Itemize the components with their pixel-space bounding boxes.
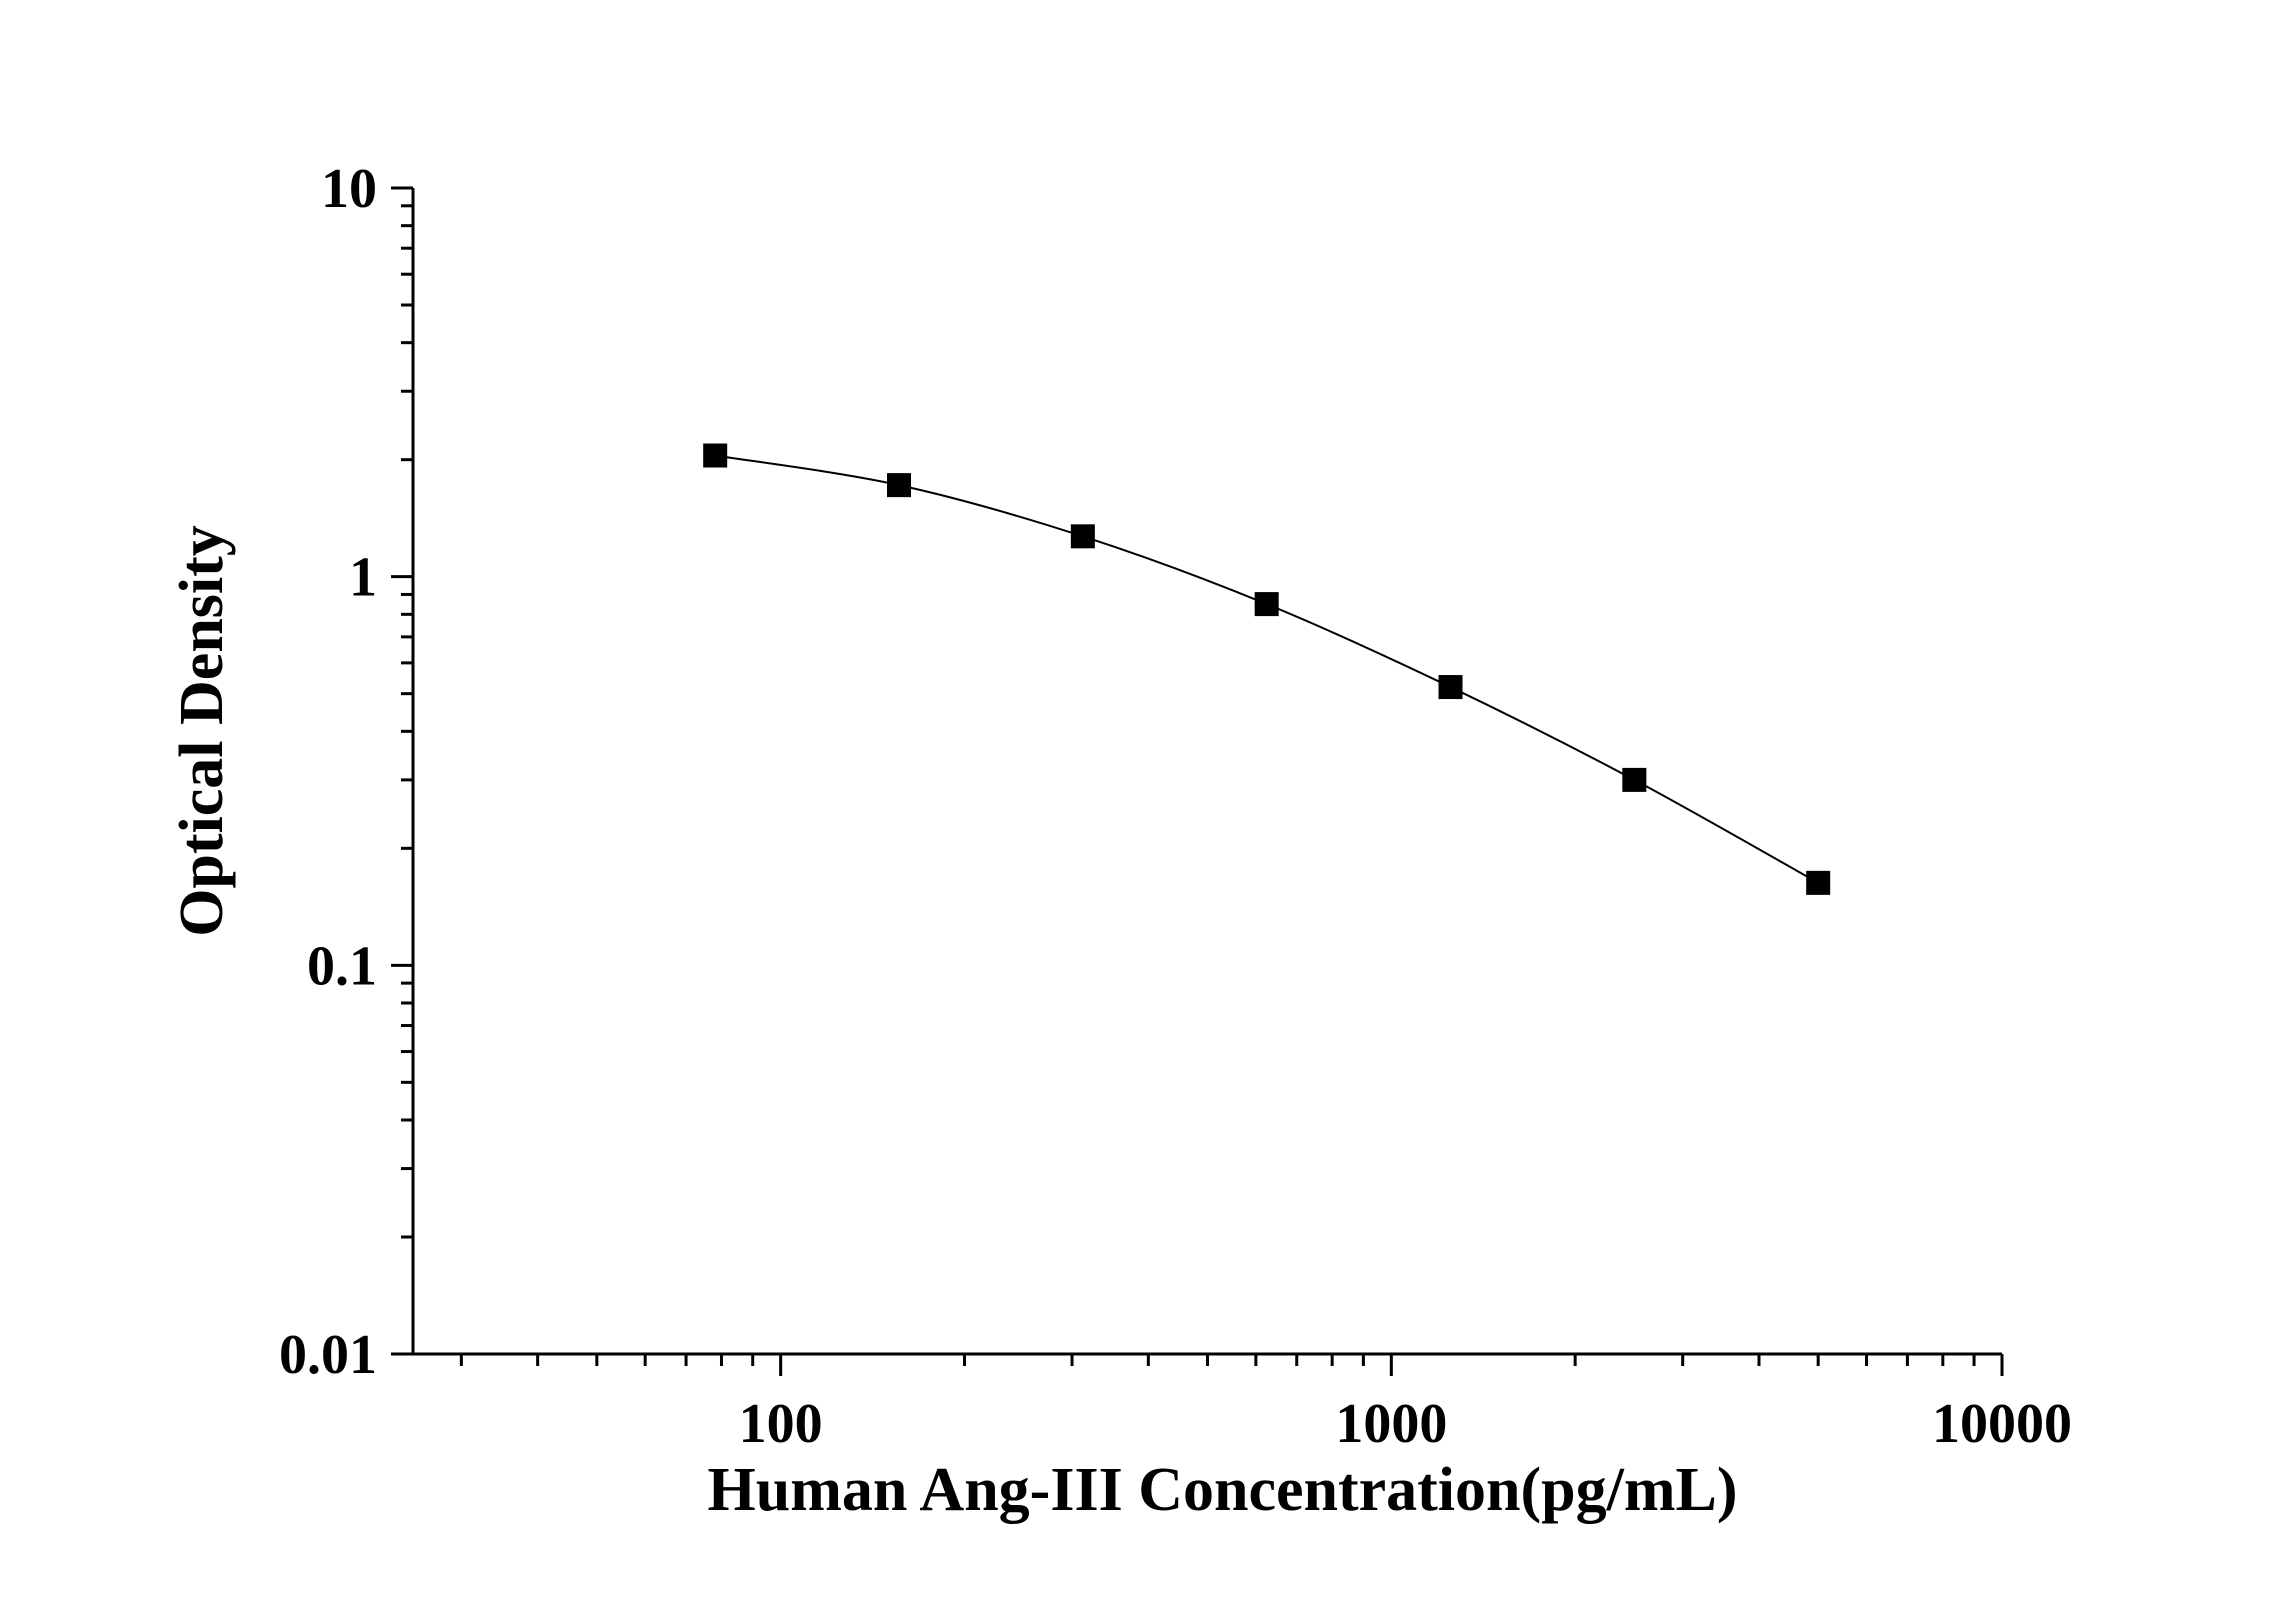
y-tick-label: 10	[321, 158, 377, 220]
data-point	[703, 443, 728, 468]
y-tick-label: 0.1	[307, 935, 377, 997]
tick-labels: 0.01 0.1 1 10 100 1000 10000	[279, 158, 2072, 1455]
data-point	[1070, 524, 1095, 549]
data-point	[1806, 870, 1831, 895]
x-axis-title: Human Ang-III Concentration(pg/mL)	[708, 1456, 1738, 1524]
y-tick-label: 1	[349, 547, 377, 609]
data-point	[1622, 767, 1647, 792]
ticks	[391, 186, 2004, 1376]
x-tick-label: 100	[739, 1393, 823, 1455]
x-tick-label: 1000	[1335, 1393, 1447, 1455]
axes	[411, 188, 2002, 1356]
data-point	[1254, 592, 1279, 617]
data-markers	[703, 443, 1831, 895]
y-axis-title: Optical Density	[168, 525, 236, 937]
data-point	[1438, 675, 1463, 700]
x-tick-label: 10000	[1932, 1393, 2072, 1455]
fit-curve	[715, 454, 1819, 884]
data-point	[887, 473, 912, 498]
y-tick-label: 0.01	[279, 1324, 377, 1386]
